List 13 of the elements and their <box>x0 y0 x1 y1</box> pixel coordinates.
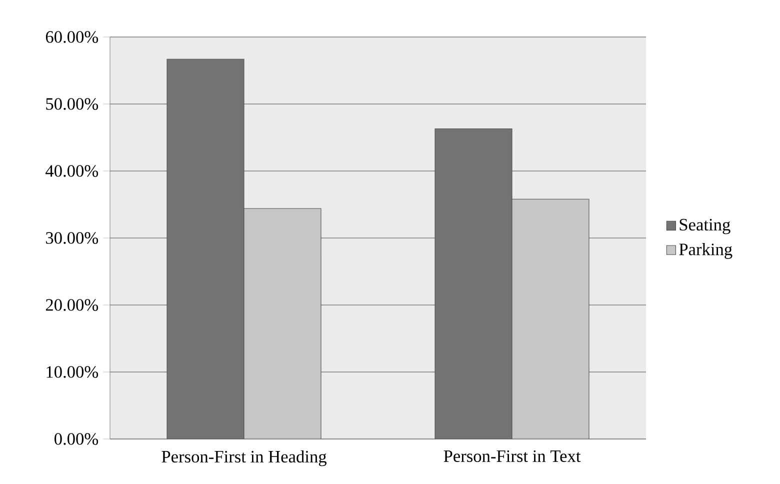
y-tick-label: 40.00% <box>46 165 98 177</box>
legend-label: Seating <box>680 218 730 234</box>
y-tick-label: 20.00% <box>46 299 98 311</box>
x-tick-label: Person-First in Text <box>444 450 581 462</box>
legend-label: Parking <box>679 243 732 259</box>
x-tick-label: Person-First in Heading <box>162 450 326 466</box>
y-tick-label: 0.00% <box>54 433 98 445</box>
y-tick-label: 50.00% <box>46 98 98 110</box>
bar <box>434 128 512 439</box>
bar <box>166 58 244 439</box>
y-tick-label: 60.00% <box>46 31 98 43</box>
y-tick-label: 10.00% <box>46 366 98 378</box>
y-tick-label: 30.00% <box>46 232 98 244</box>
